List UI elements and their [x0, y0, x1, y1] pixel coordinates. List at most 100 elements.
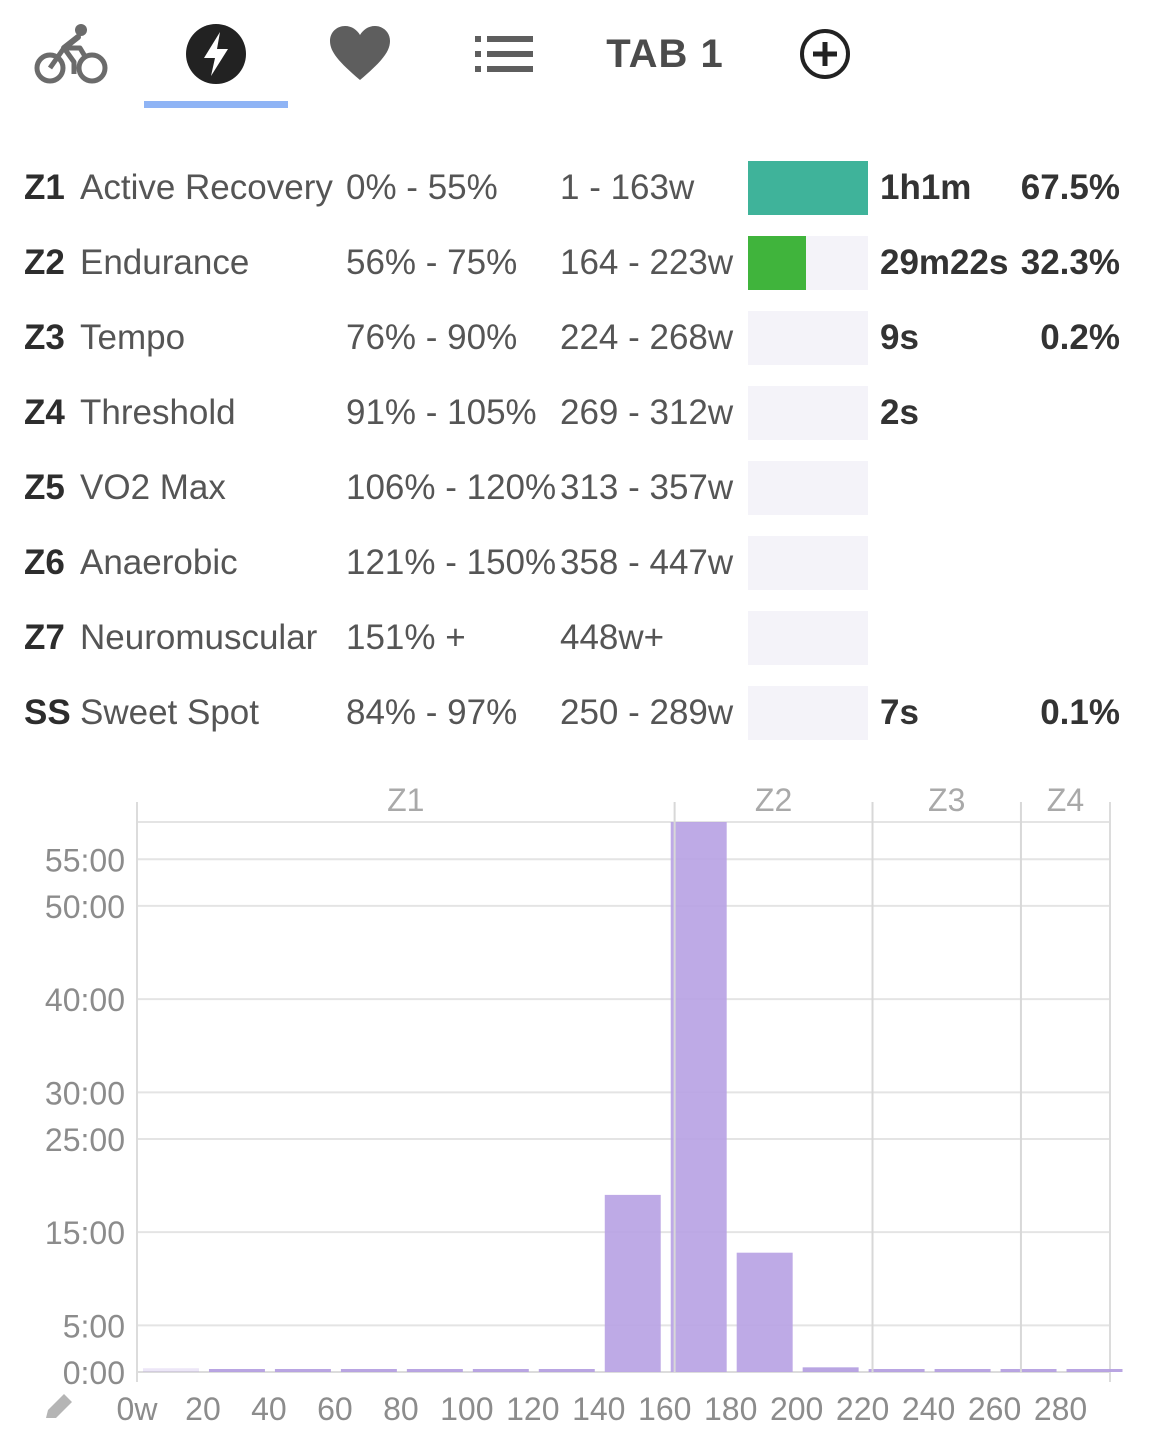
tab-tab1[interactable]: TAB 1: [580, 0, 750, 108]
zone-row-z4: Z4 Threshold 91% - 105% 269 - 312w 2s: [0, 375, 1170, 450]
chart-bars: [143, 822, 1123, 1372]
zone-percent-range: 151% +: [346, 618, 466, 657]
zone-boundaries: [673, 802, 1022, 1372]
histogram-bar: [274, 1369, 331, 1372]
zone-time: 1h1m: [880, 168, 972, 207]
zone-name: Threshold: [80, 393, 236, 432]
zone-row-z3: Z3 Tempo 76% - 90% 224 - 268w 9s 0.2%: [0, 300, 1170, 375]
y-tick-label: 25:00: [45, 1122, 125, 1158]
zone-time-bar: [748, 461, 868, 515]
x-tick-label: 140: [572, 1391, 625, 1427]
y-tick-label: 15:00: [45, 1215, 125, 1251]
zone-time-bar-fill: [748, 236, 806, 290]
histogram-bar: [934, 1369, 991, 1372]
histogram-bar: [736, 1252, 793, 1372]
zone-percent-range: 106% - 120%: [346, 468, 557, 507]
y-tick-label: 0:00: [63, 1355, 125, 1391]
zone-time-bar: [748, 161, 868, 215]
zone-time: 9s: [880, 318, 919, 357]
zone-row-z7: Z7 Neuromuscular 151% + 448w+: [0, 600, 1170, 675]
zone-percent-range: 84% - 97%: [346, 693, 518, 732]
pencil-icon: [46, 1394, 72, 1418]
y-tick-label: 50:00: [45, 889, 125, 925]
tab-ride[interactable]: [0, 0, 144, 108]
zone-share: 0.2%: [1040, 318, 1120, 357]
histogram-bar: [670, 822, 727, 1372]
tab-tab1-label: TAB 1: [606, 31, 724, 76]
zone-time-bar: [748, 611, 868, 665]
tab-laps[interactable]: [432, 0, 576, 108]
x-tick-label: 0w: [117, 1391, 159, 1427]
zone-id: Z5: [24, 468, 65, 507]
x-tick-label: 100: [440, 1391, 493, 1427]
zone-id: SS: [24, 693, 71, 732]
histogram-bar: [1066, 1369, 1123, 1372]
x-tick-label: 240: [902, 1391, 955, 1427]
zone-percent-range: 76% - 90%: [346, 318, 518, 357]
add-tab-button[interactable]: [755, 0, 895, 108]
zone-name: Tempo: [80, 318, 186, 357]
zone-id: Z1: [24, 168, 65, 207]
y-tick-label: 30:00: [45, 1075, 125, 1111]
tab-heart[interactable]: [288, 0, 432, 108]
zone-percent-range: 91% - 105%: [346, 393, 537, 432]
histogram-bar: [472, 1369, 529, 1372]
zone-time-bar: [748, 536, 868, 590]
power-histogram-chart: 0:00 5:00 15:00 25:00 30:00 40:00 50:00 55:00 0…: [45, 782, 1123, 1427]
x-tick-label: 60: [317, 1391, 353, 1427]
add-circle-icon: [800, 29, 850, 79]
x-tick-label: 80: [383, 1391, 419, 1427]
histogram-bar: [208, 1369, 265, 1372]
x-tick-label: 40: [251, 1391, 287, 1427]
zone-label: Z3: [928, 782, 965, 818]
x-tick-label: 180: [704, 1391, 757, 1427]
zone-name: VO2 Max: [80, 468, 226, 507]
lightning-bolt-icon: [186, 24, 246, 84]
zone-row-z2: Z2 Endurance 56% - 75% 164 - 223w 29m22s…: [0, 225, 1170, 300]
tab-bar: TAB 1: [0, 0, 1170, 115]
zone-id: Z2: [24, 243, 65, 282]
zone-name: Sweet Spot: [80, 693, 259, 732]
zone-labels: Z1 Z2 Z3 Z4: [387, 782, 1084, 818]
tab-power[interactable]: [144, 0, 288, 108]
zone-time-bar: [748, 686, 868, 740]
edit-chart-button[interactable]: [46, 1394, 72, 1418]
zone-time: 2s: [880, 393, 919, 432]
zone-name: Neuromuscular: [80, 618, 318, 657]
zone-label: Z4: [1047, 782, 1084, 818]
zone-watt-range: 313 - 357w: [560, 468, 734, 507]
heart-icon: [330, 26, 390, 80]
zone-time-bar: [748, 311, 868, 365]
y-tick-label: 40:00: [45, 982, 125, 1018]
zone-percent-range: 56% - 75%: [346, 243, 518, 282]
zone-share: 67.5%: [1020, 168, 1120, 207]
zone-share: 0.1%: [1040, 693, 1120, 732]
x-tick-label: 200: [770, 1391, 823, 1427]
zone-name: Anaerobic: [80, 543, 238, 582]
bicycle-icon: [34, 24, 108, 84]
zone-id: Z6: [24, 543, 65, 582]
zone-row-z1: Z1 Active Recovery 0% - 55% 1 - 163w 1h1…: [0, 150, 1170, 225]
zone-row-z5: Z5 VO2 Max 106% - 120% 313 - 357w: [0, 450, 1170, 525]
histogram-bar: [538, 1369, 595, 1372]
zone-label: Z1: [387, 782, 424, 818]
histogram-bar: [868, 1369, 925, 1372]
histogram-bar: [802, 1367, 859, 1372]
x-tick-label: 260: [968, 1391, 1021, 1427]
x-tick-label: 280: [1034, 1391, 1087, 1427]
zone-share: 32.3%: [1020, 243, 1120, 282]
zone-name: Endurance: [80, 243, 250, 282]
zone-percent-range: 121% - 150%: [346, 543, 557, 582]
y-tick-label: 55:00: [45, 842, 125, 878]
zone-time: 7s: [880, 693, 919, 732]
active-tab-indicator: [144, 101, 288, 108]
zone-row-z6: Z6 Anaerobic 121% - 150% 358 - 447w: [0, 525, 1170, 600]
histogram-bar: [406, 1369, 463, 1372]
histogram-bar: [340, 1369, 397, 1372]
histogram-bar: [143, 1368, 199, 1372]
zone-time-bar-fill: [748, 161, 868, 215]
zone-time-bar: [748, 386, 868, 440]
zone-watt-range: 269 - 312w: [560, 393, 734, 432]
zone-id: Z7: [24, 618, 65, 657]
x-tick-label: 120: [506, 1391, 559, 1427]
